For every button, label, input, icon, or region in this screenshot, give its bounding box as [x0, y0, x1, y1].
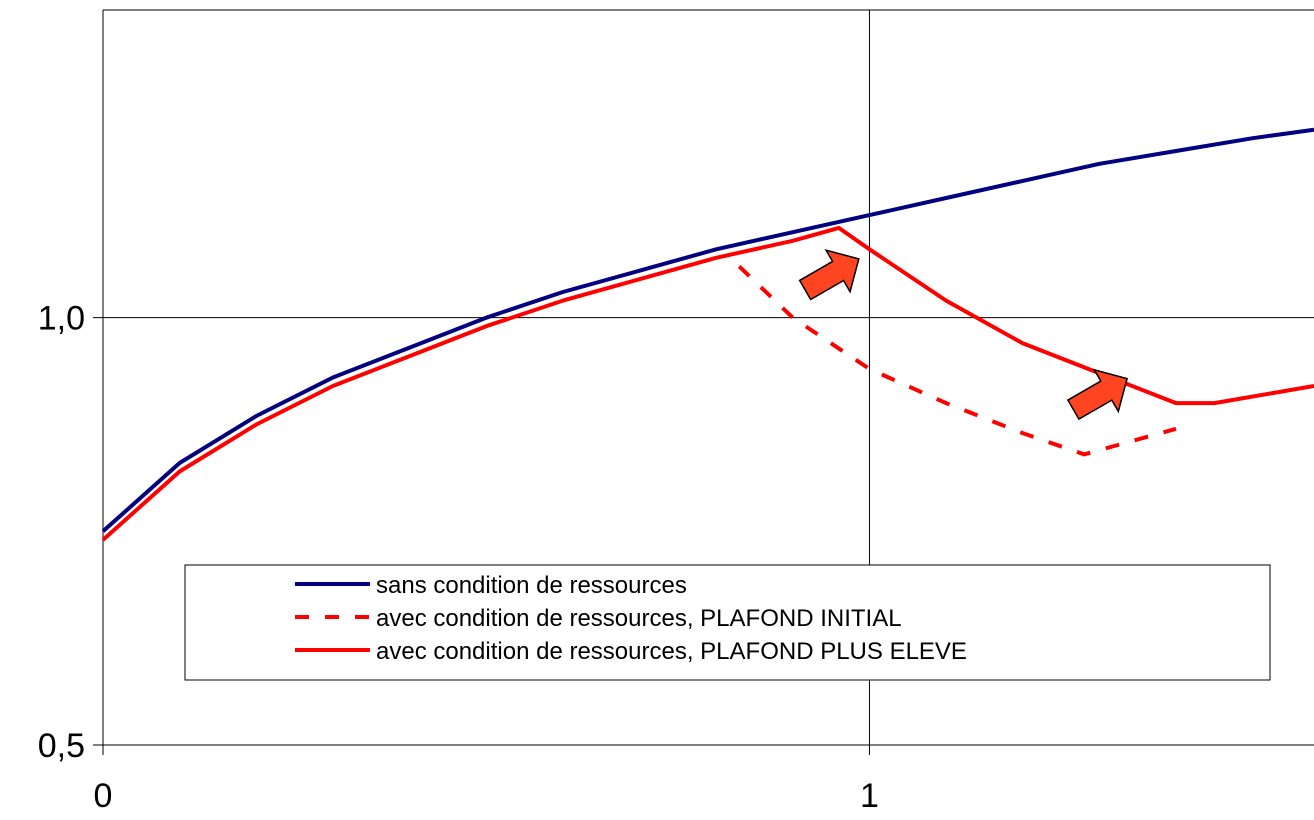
- arrow-shape: [793, 238, 871, 311]
- legend-label: avec condition de ressources, PLAFOND PL…: [376, 638, 967, 665]
- legend: sans condition de ressources avec conditi…: [185, 565, 1270, 680]
- series-line-1: [739, 266, 1176, 454]
- annotation-layer: [793, 238, 1139, 430]
- annotation-arrow-1: [1061, 358, 1139, 431]
- series-line-0: [103, 130, 1314, 532]
- x-tick-label: 1: [860, 777, 879, 815]
- legend-label: sans condition de ressources: [376, 572, 687, 599]
- arrow-shape: [1061, 358, 1139, 431]
- legend-label: avec condition de ressources, PLAFOND IN…: [376, 605, 902, 632]
- y-tick-label: 0,5: [38, 727, 85, 765]
- x-tick-label: 0: [94, 777, 113, 815]
- annotation-arrow-0: [793, 238, 871, 311]
- series-layer: [103, 130, 1314, 540]
- tick-labels: 0,5 1,0 0 1: [38, 300, 879, 815]
- series-line-2: [103, 228, 1314, 540]
- y-tick-label: 1,0: [38, 300, 85, 338]
